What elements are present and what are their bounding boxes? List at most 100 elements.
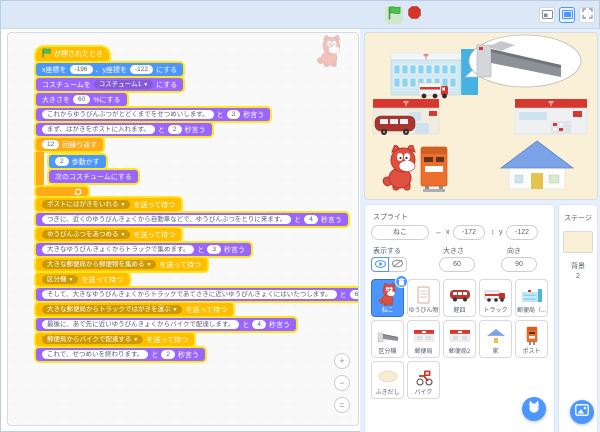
sprite-tile-bike[interactable]: バイク [407, 361, 440, 399]
when-flag-clicked-block[interactable]: が押されたとき [36, 47, 109, 61]
block-label: 秒言う [178, 351, 200, 359]
sprite-tile-big-post-office[interactable]: 郵便局（... [515, 279, 548, 317]
say-intro-block[interactable]: これからゆうびんぶつがとどくまでをせつめいします。と 3 秒言う [36, 108, 271, 121]
block-input[interactable]: 6 [349, 290, 358, 299]
block-input[interactable]: 12 [42, 140, 60, 149]
block-dropdown[interactable]: コスチューム1 ▼ [93, 80, 154, 89]
say-post-block[interactable]: まず、はがきをポストに入れます。と 2 秒言う [36, 123, 212, 136]
block-input[interactable]: 4 [304, 215, 318, 224]
block-dropdown[interactable]: 郵便局からバイクで配達する ▼ [42, 335, 144, 344]
hide-sprite-button[interactable] [389, 257, 407, 272]
sprite-tile-postbox[interactable]: ポスト [515, 320, 548, 358]
code-canvas[interactable]: が押されたとき x座標を -196 、y座標を -122 にする コスチュームを コスチューム… [7, 32, 359, 426]
block-input[interactable]: 3 [226, 110, 241, 119]
x-position-input[interactable]: -172 [453, 225, 485, 240]
repeat-12-block[interactable]: 12 回繰り返す 2 歩動かす次のコスチュームにする [36, 138, 138, 196]
block-input[interactable]: -196 [69, 65, 93, 74]
sprite-tile-van[interactable]: 軽四 [443, 279, 476, 317]
say-bike-block[interactable]: 最後に、あて先に近いゆうびんきょくからバイクで配達します。と 4 秒言う [36, 318, 297, 331]
zoom-reset-button[interactable]: = [334, 397, 350, 413]
block-label: 秒言う [243, 111, 265, 119]
broadcast-wait-big-office-block[interactable]: 大きな郵便局から郵便物を集める ▼ を送って待つ [36, 258, 208, 271]
eye-open-icon [374, 259, 386, 270]
green-flag-button[interactable] [385, 5, 403, 24]
broadcast-wait-bike-block[interactable]: 郵便局からバイクで配達する ▼ を送って待つ [36, 333, 194, 346]
block-label: にする [156, 66, 178, 74]
sprite-tile-label: 区分機 [378, 349, 397, 355]
house-sprite[interactable] [499, 140, 575, 190]
block-input[interactable]: これで、せつめいを終わります。 [42, 350, 149, 359]
say-deliver-block[interactable]: そして、大きなゆうびんきょくからトラックであてさきに近いゆうびんきょくにはいたつ… [36, 288, 358, 301]
add-backdrop-button[interactable] [570, 400, 594, 424]
block-dropdown[interactable]: 大きな郵便局から郵便物を集める ▼ [42, 260, 157, 269]
postbox-sprite[interactable] [420, 146, 448, 192]
block-dropdown[interactable]: 大きな郵便局からトラックではがきを運ぶ ▼ [42, 305, 183, 314]
cat-sprite[interactable] [382, 143, 416, 191]
sprite-tile-house[interactable]: 家 [479, 320, 512, 358]
truck-sprite[interactable] [418, 82, 448, 99]
block-input[interactable]: 60 [73, 95, 91, 104]
broadcast-wait-truck-carry-block[interactable]: 大きな郵便局からトラックではがきを運ぶ ▼ を送って待つ [36, 303, 234, 316]
sprite-tile-bubble[interactable]: ふきだし [371, 361, 404, 399]
broadcast-wait-post-block[interactable]: ポストにはがきをいれる ▼ を送って待つ [36, 198, 182, 211]
say-end-block[interactable]: これで、せつめいを終わります。と 2 秒言う [36, 348, 206, 361]
size-input[interactable]: 60 [439, 257, 475, 272]
stop-button[interactable] [405, 6, 423, 24]
repeat-12-block[interactable]: 12 回繰り返す [36, 138, 104, 151]
block-input[interactable]: 2 [55, 157, 69, 166]
zoom-in-button[interactable]: + [334, 353, 350, 369]
backdrop-count: 2 [576, 273, 580, 280]
move-steps-block[interactable]: 2 歩動かす [49, 155, 106, 168]
block-input[interactable]: -122 [130, 65, 154, 74]
block-input[interactable]: 2 [161, 350, 176, 359]
sprite-name-input[interactable]: ねこ [371, 225, 429, 240]
block-dropdown[interactable]: ポストにはがきをいれる ▼ [42, 200, 131, 209]
zoom-out-button[interactable]: − [334, 375, 350, 391]
show-sprite-button[interactable] [371, 257, 389, 272]
sprite-tile-post-office[interactable]: 郵便局2 [443, 320, 476, 358]
direction-input[interactable]: 90 [501, 257, 537, 272]
next-costume-block[interactable]: 次のコスチュームにする [49, 170, 138, 183]
block-input[interactable]: つぎに、近くのゆうびんきょくから自動車などで、ゆうびんぶつをとりに来ます。 [42, 215, 292, 224]
add-sprite-button[interactable] [522, 397, 546, 421]
block-input[interactable]: そして、大きなゆうびんきょくからトラックであてさきに近いゆうびんきょくにはいたつ… [42, 290, 337, 299]
say-collect-block[interactable]: つぎに、近くのゆうびんきょくから自動車などで、ゆうびんぶつをとりに来ます。と 4 秒… [36, 213, 348, 226]
block-input[interactable]: 3 [207, 245, 221, 254]
post-office-left-sprite[interactable]: 〒 [372, 99, 440, 135]
big-post-office-sprite[interactable]: 〒 [390, 49, 478, 99]
sprite-tile-sorter[interactable]: 区分機 [371, 320, 404, 358]
block-input[interactable]: 大きなゆうびんきょくからトラックで集めます。 [42, 245, 195, 254]
block-input[interactable]: これからゆうびんぶつがとどくまでをせつめいします。 [42, 110, 214, 119]
stage-selector-pane[interactable]: ステージ 背景 2 [558, 204, 598, 432]
post-office-right-sprite[interactable]: 〒 [514, 99, 588, 135]
speech-bubble-sprite[interactable] [463, 34, 582, 88]
sprite-tile-truck[interactable]: トラック [479, 279, 512, 317]
large-stage-button[interactable] [559, 7, 575, 23]
say-truck-block[interactable]: 大きなゆうびんきょくからトラックで集めます。と 3 秒言う [36, 243, 251, 256]
block-input[interactable]: 最後に、あて先に近いゆうびんきょくからバイクで配達します。 [42, 320, 240, 329]
sprite-watermark [316, 35, 344, 74]
broadcast-wait-collect-block[interactable]: ゆうびんぶつをあつめる ▼ を送って待つ [36, 228, 182, 241]
block-input[interactable]: まず、はがきをポストに入れます。 [42, 125, 155, 134]
switch-costume-block[interactable]: コスチュームを コスチューム1 ▼ にする [36, 78, 184, 91]
repeat-end[interactable] [36, 187, 88, 196]
red-van-sprite[interactable] [374, 115, 416, 135]
fullscreen-button[interactable] [579, 7, 595, 23]
block-dropdown[interactable]: 区分機 ▼ [42, 275, 79, 284]
block-input[interactable]: 2 [167, 125, 182, 134]
block-dropdown[interactable]: ゆうびんぶつをあつめる ▼ [42, 230, 131, 239]
small-stage-button[interactable] [539, 7, 555, 23]
broadcast-wait-sorter-block[interactable]: 区分機 ▼ を送って待つ [36, 273, 130, 286]
sprite-tile-cat[interactable]: ねこ [371, 275, 408, 317]
backdrop-thumbnail[interactable] [563, 231, 593, 253]
y-position-input[interactable]: -122 [506, 225, 538, 240]
sprite-tile-post-office[interactable]: 郵便局 [407, 320, 440, 358]
sprite-tile-label: バイク [414, 390, 433, 396]
sprite-panel-title: スプライト [373, 214, 408, 221]
block-input[interactable]: 4 [252, 320, 267, 329]
delete-sprite-button[interactable] [395, 275, 408, 288]
go-to-xy-block[interactable]: x座標を -196 、y座標を -122 にする [36, 63, 184, 76]
set-size-block[interactable]: 大きさを 60 %にする [36, 93, 127, 106]
stage[interactable]: 〒 [364, 32, 598, 200]
sprite-tile-mail[interactable]: ゆうびん物 [407, 279, 440, 317]
